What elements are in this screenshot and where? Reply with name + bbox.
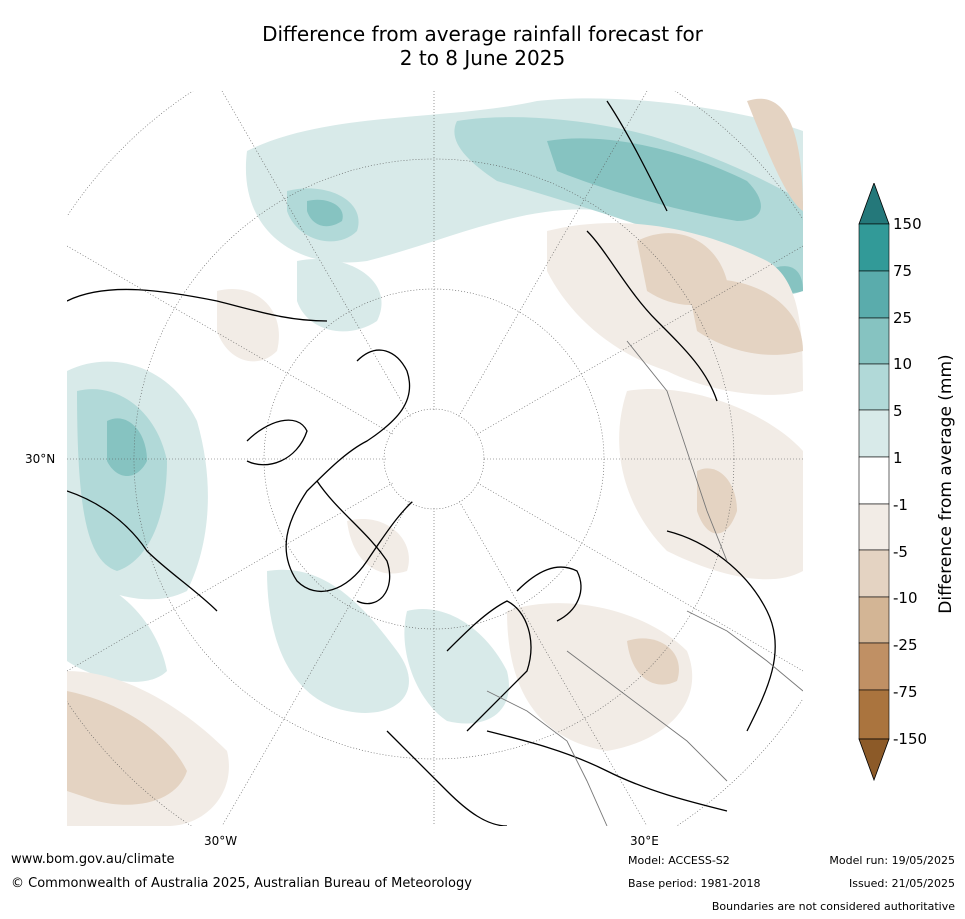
footer-model-run: Model run: 19/05/2025 [829,854,955,867]
colorbar-title: Difference from average (mm) [936,354,956,614]
polar-map [67,91,803,826]
cbar-tick-m25: -25 [893,636,918,654]
footer-issued: Issued: 21/05/2025 [848,877,955,890]
cbar-tick-150: 150 [893,215,922,233]
cbar-tick-m150: -150 [893,730,928,748]
wettest-regions [107,138,803,476]
footer-base-period: Base period: 1981-2018 [628,877,761,890]
title-line-2: 2 to 8 June 2025 [399,46,566,70]
title-line-1: Difference from average rainfall forecas… [262,22,703,46]
map-title: Difference from average rainfall forecas… [0,22,965,70]
cbar-tick-m1: -1 [893,496,908,514]
graticule [67,91,803,826]
country-borders [486,340,803,826]
cbar-tick-1: 1 [893,449,903,467]
cbar-tick-75: 75 [893,262,913,280]
lon-label-30e: 30°E [630,834,659,848]
cbar-tick-5: 5 [893,402,903,420]
cbar-tick-10: 10 [893,355,913,373]
drier-regions [67,98,803,805]
cbar-tick-m5: -5 [893,543,908,561]
footer-website[interactable]: www.bom.gov.au/climate [11,852,175,867]
footer-disclaimer: Boundaries are not considered authoritat… [711,900,955,913]
footer-model: Model: ACCESS-S2 [628,854,730,867]
polar-cap [386,411,482,507]
colorbar [858,183,890,781]
cbar-tick-25: 25 [893,309,913,327]
colorbar-under-arrow [858,738,890,781]
footer-copyright: © Commonwealth of Australia 2025, Austra… [11,876,472,891]
coastlines [67,100,776,826]
lat-label-30n: 30°N [25,452,56,466]
cbar-tick-m10: -10 [893,589,918,607]
lon-label-30w: 30°W [204,834,238,848]
colorbar-over-arrow [858,183,890,225]
cbar-tick-m75: -75 [893,683,918,701]
